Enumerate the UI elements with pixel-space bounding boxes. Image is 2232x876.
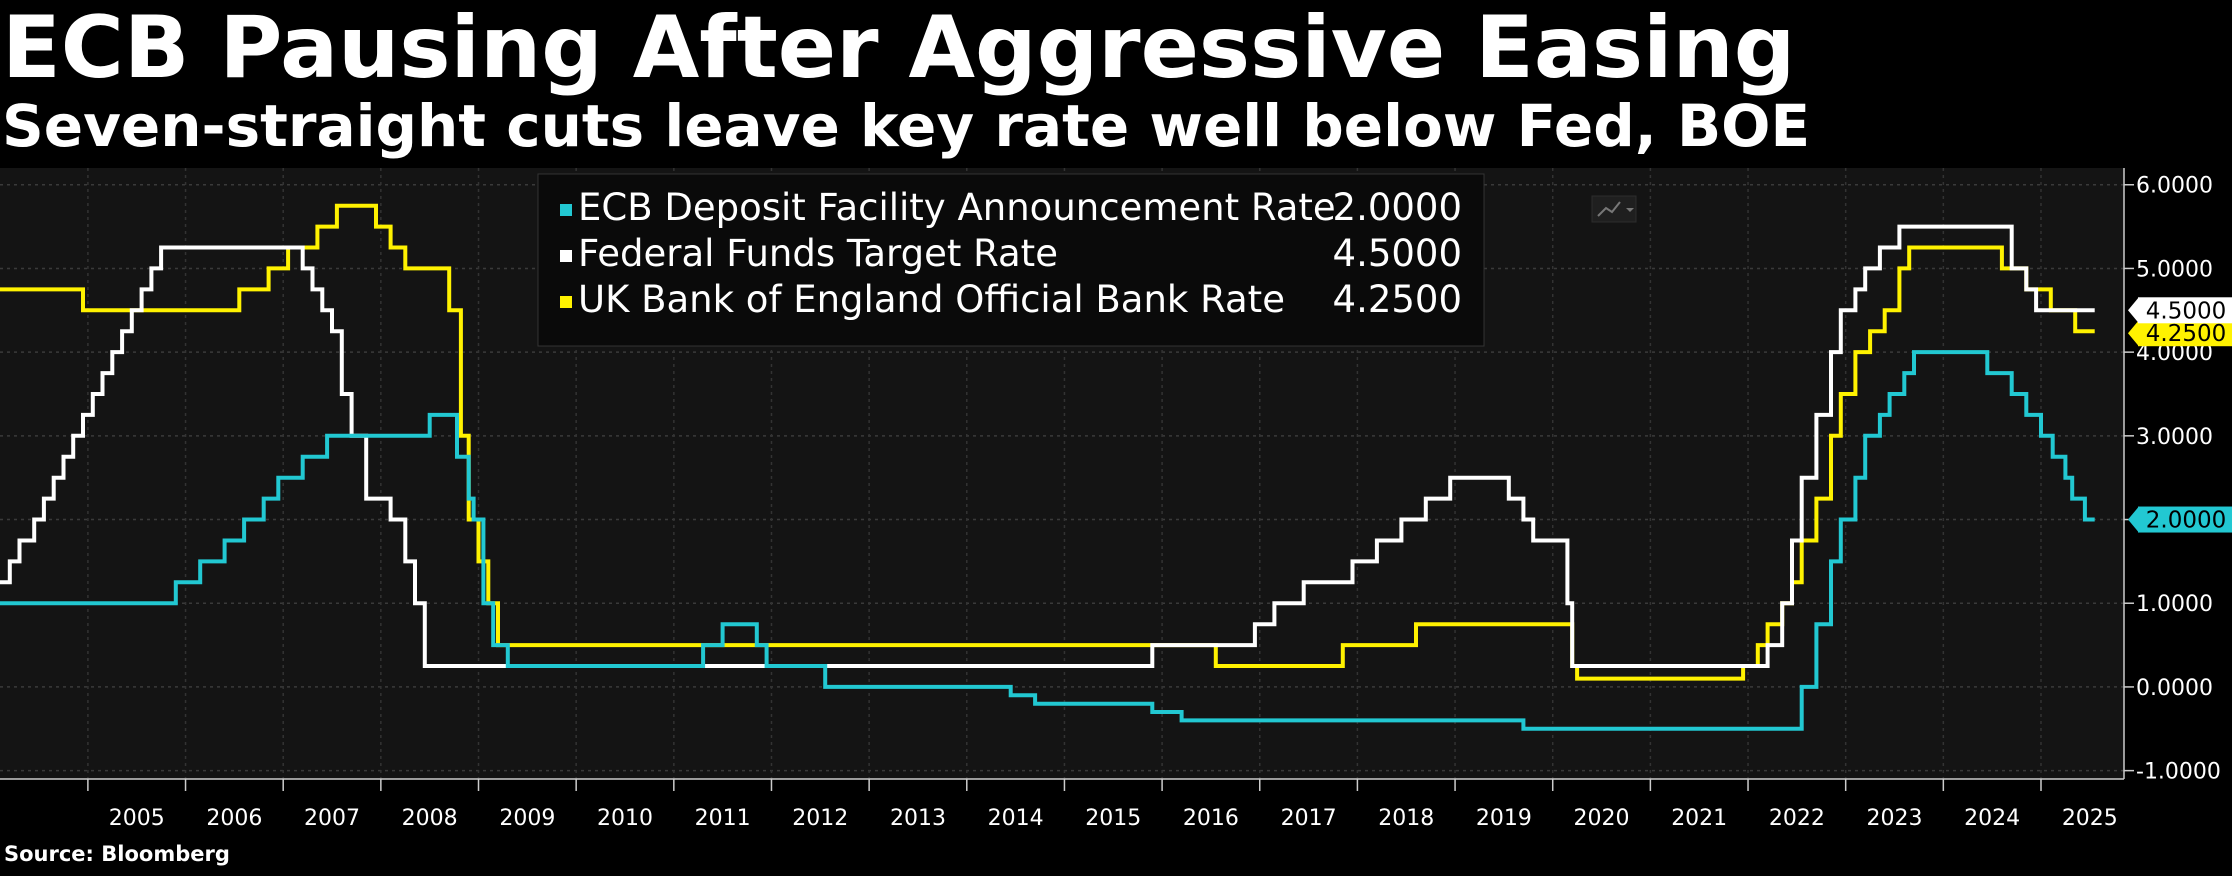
legend-swatch <box>560 204 572 216</box>
y-tick-label: 3.0000 <box>2136 425 2213 450</box>
x-tick-label: 2007 <box>304 806 360 831</box>
source-note: Source: Bloomberg <box>4 842 230 866</box>
legend-box <box>537 173 1485 347</box>
x-tick-label: 2018 <box>1378 806 1434 831</box>
x-tick-label: 2010 <box>597 806 653 831</box>
x-tick-label: 2019 <box>1476 806 1532 831</box>
legend: ECB Deposit Facility Announcement Rate2.… <box>537 173 1485 347</box>
x-tick-label: 2014 <box>988 806 1044 831</box>
series-line <box>0 224 2095 668</box>
value-tag-label: 4.2500 <box>2146 321 2226 347</box>
legend-swatch <box>560 250 572 262</box>
y-tick-label: 6.0000 <box>2136 174 2213 199</box>
y-axis: 6.00005.00004.00003.00002.00001.00000.00… <box>2123 168 2221 785</box>
legend-value: 4.2500 <box>1333 278 1462 321</box>
x-tick-label: 2023 <box>1867 806 1923 831</box>
chart-type-button[interactable] <box>1591 195 1637 223</box>
value-tag-label: 2.0000 <box>2146 508 2226 534</box>
legend-value: 4.5000 <box>1333 232 1462 275</box>
x-tick-label: 2013 <box>890 806 946 831</box>
x-tick-label: 2008 <box>402 806 458 831</box>
x-tick-label: 2016 <box>1183 806 1239 831</box>
y-tick-label: 1.0000 <box>2136 592 2213 617</box>
y-tick-label: 0.0000 <box>2136 676 2213 701</box>
line-chart-icon <box>1597 201 1621 217</box>
y-tick-label: -1.0000 <box>2136 760 2221 785</box>
x-tick-label: 2005 <box>109 806 165 831</box>
x-tick-label: 2024 <box>1964 806 2020 831</box>
x-tick-label: 2021 <box>1671 806 1727 831</box>
value-tag-pointer <box>2128 507 2138 532</box>
x-axis: 2005 2006 2007 2008 2009 2010 2011 2012 2013 2014… <box>0 778 2124 831</box>
legend-label: ECB Deposit Facility Announcement Rate <box>578 186 1336 229</box>
legend-label: UK Bank of England Official Bank Rate <box>578 278 1285 321</box>
value-tag-pointer <box>2128 321 2138 346</box>
chevron-down-icon <box>1626 208 1634 212</box>
chart-subtitle: Seven-straight cuts leave key rate well … <box>2 92 1811 160</box>
chart-title: ECB Pausing After Aggressive Easing <box>2 0 1796 98</box>
value-tag <box>2138 506 2232 533</box>
series-lines <box>0 203 2095 731</box>
x-tick-label: 2015 <box>1085 806 1141 831</box>
x-tick-label: 2025 <box>2062 806 2118 831</box>
x-tick-label: 2022 <box>1769 806 1825 831</box>
value-tag-label: 4.5000 <box>2146 298 2226 324</box>
y-tick-label: 5.0000 <box>2136 257 2213 282</box>
x-tick-label: 2011 <box>695 806 751 831</box>
series-line <box>0 350 2095 731</box>
x-tick-label: 2017 <box>1281 806 1337 831</box>
value-tag <box>2138 320 2232 347</box>
x-tick-label: 2006 <box>206 806 262 831</box>
value-tag <box>2138 297 2232 324</box>
x-tick-label: 2009 <box>499 806 555 831</box>
legend-label: Federal Funds Target Rate <box>578 232 1058 275</box>
x-tick-label: 2012 <box>792 806 848 831</box>
legend-value: 2.0000 <box>1333 186 1462 229</box>
value-tag-pointer <box>2128 298 2138 323</box>
x-tick-label: 2020 <box>1574 806 1630 831</box>
legend-swatch <box>560 296 572 308</box>
